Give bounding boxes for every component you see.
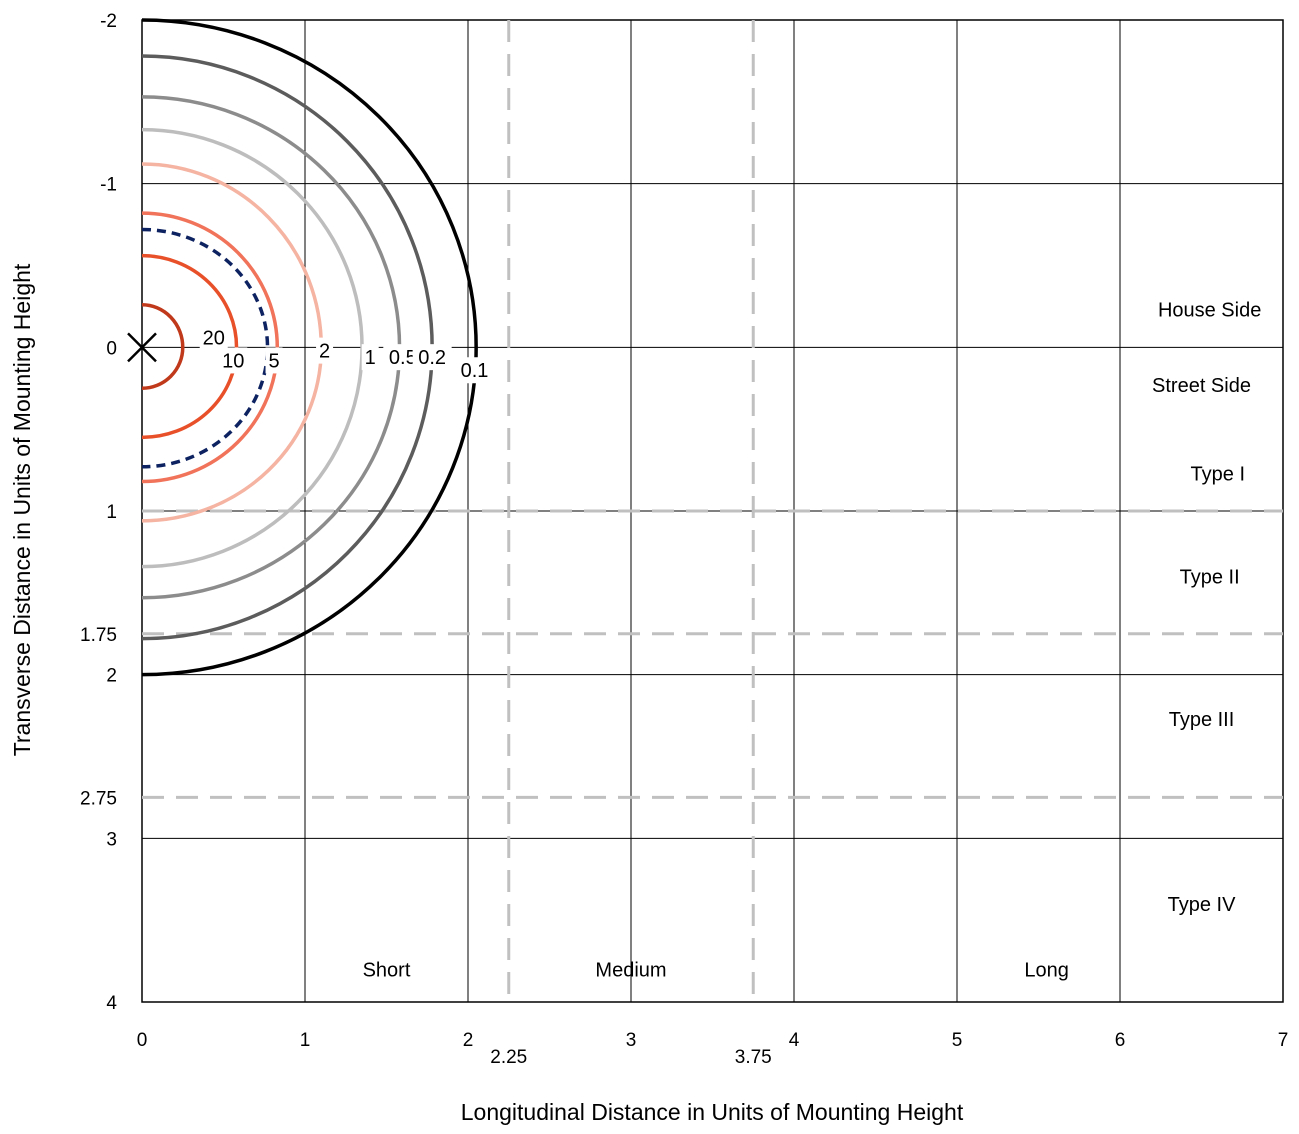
contour-label-0.5: 0.5 (389, 347, 417, 369)
contour-0.1 (141, 18, 478, 677)
region-label-type-iii: Type III (1169, 709, 1235, 731)
region-label-type-iv: Type IV (1168, 894, 1236, 916)
x-tick-label-2: 2 (463, 1030, 474, 1051)
contour-label-1: 1 (365, 347, 376, 369)
contour-label-bg-1 (361, 344, 379, 371)
region-label-long: Long (1024, 959, 1069, 981)
y-tick-label-1: 1 (106, 502, 117, 523)
contour-5 (141, 227, 270, 469)
y-tick-label-2.75: 2.75 (80, 788, 117, 809)
marker-stroke-b (127, 332, 157, 363)
y-tick-label--2: -2 (100, 11, 117, 32)
region-label-house-side: House Side (1158, 300, 1261, 322)
region-label-medium: Medium (595, 959, 666, 981)
region-label-short: Short (363, 959, 411, 981)
contour-20 (141, 303, 185, 390)
region-labels: House Side Street Side Type I Type II Type I… (363, 300, 1262, 982)
y-tick-label-2: 2 (106, 666, 117, 687)
y-tick-label-3: 3 (106, 829, 117, 850)
y-tick-label-4: 4 (106, 993, 117, 1014)
y-tick-label--1: -1 (100, 175, 117, 196)
region-label-type-ii: Type II (1180, 566, 1240, 588)
x-tick-label-6: 6 (1115, 1030, 1126, 1051)
contour-label-0.1: 0.1 (461, 360, 489, 382)
luminaire-marker (127, 332, 157, 363)
contour-10 (141, 253, 239, 440)
x-tick-label-2.25: 2.25 (490, 1047, 527, 1068)
contour-label-10: 10 (222, 350, 244, 372)
x-tick-label-4: 4 (789, 1030, 800, 1051)
classification-dashed-lines (142, 20, 1283, 1002)
contour-label-bg-0.1 (455, 357, 495, 384)
region-label-type-i: Type I (1191, 463, 1245, 485)
x-tick-label-3.75: 3.75 (735, 1047, 772, 1068)
contour-label-5: 5 (268, 350, 279, 372)
x-tick-label-3: 3 (626, 1030, 637, 1051)
x-tick-label-7: 7 (1278, 1030, 1289, 1051)
y-tick-label-1.75: 1.75 (80, 625, 117, 646)
contour-label-bg-0.2 (412, 344, 452, 371)
region-label-street-side: Street Side (1152, 375, 1251, 397)
x-tick-label-5: 5 (952, 1030, 963, 1051)
contour-label-20: 20 (203, 328, 225, 350)
y-tick-label-0: 0 (106, 338, 117, 359)
contour-label-2: 2 (319, 341, 330, 363)
contour-label-bg-2 (316, 337, 334, 364)
x-tick-label-0: 0 (137, 1030, 148, 1051)
x-axis-title: Longitudinal Distance in Units of Mounti… (461, 1099, 964, 1125)
contour-label-0.2: 0.2 (418, 347, 446, 369)
contour-label-bg-10 (219, 347, 248, 374)
y-axis-title: Transverse Distance in Units of Mounting… (9, 263, 35, 756)
contour-label-bg-5 (265, 347, 283, 374)
x-tick-label-1: 1 (300, 1030, 311, 1051)
tick-labels: 0 1 2 3 4 5 6 7 2.25 3.75 -2 -1 0 1 2 3 4 1.75 2.75 (80, 11, 1288, 1068)
contour-unlabeled-5 (141, 211, 280, 484)
contour-label-bg-20 (199, 324, 228, 351)
